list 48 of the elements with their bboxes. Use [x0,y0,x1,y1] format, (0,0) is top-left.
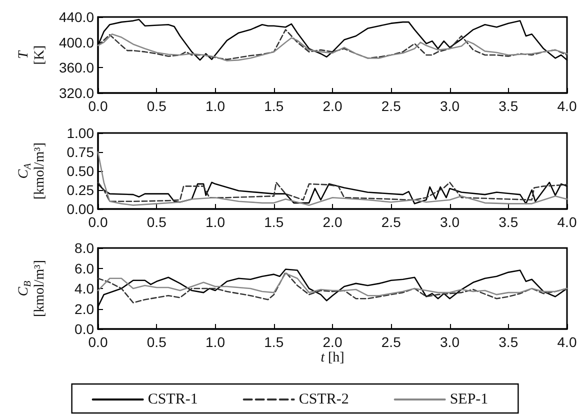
x-tick-label: 1.5 [264,334,284,350]
legend-label: SEP-1 [450,392,488,408]
x-tick-label: 1.0 [206,334,226,350]
x-tick-label: 3.5 [498,98,518,114]
x-tick-label: 1.0 [206,98,226,114]
x-tick-label: 0.0 [88,334,108,350]
y-tick-label: 0.75 [66,144,94,160]
y-tick-label: 8.0 [74,240,94,256]
x-tick-label: 4.0 [557,334,577,350]
x-tick-label: 0.5 [146,334,167,350]
x-tick-label: 4.0 [557,214,577,230]
x-tick-label: 2.0 [322,98,342,114]
y-tick-label: 0.50 [66,163,94,179]
y-axis-title: T [K] [16,45,48,65]
x-axis-title: t [h] [320,350,344,366]
x-tick-label: 2.0 [322,214,342,230]
x-tick-label: 1.0 [206,214,226,230]
x-tick-label: 0.0 [88,214,108,230]
y-tick-label: 4.0 [74,280,94,296]
x-tick-label: 2.0 [322,334,342,350]
legend-label: CSTR-2 [298,392,349,408]
line-series [97,272,568,296]
line-series [97,151,568,206]
x-tick-label: 3.5 [498,214,518,230]
legend-label: CSTR-1 [148,392,198,408]
y-tick-label: 0.0 [74,321,94,337]
y-tick-label: 6.0 [74,260,94,276]
y-tick-label: 0.25 [66,182,94,198]
x-tick-label: 3.0 [440,334,460,350]
x-tick-label: 4.0 [557,98,577,114]
y-tick-label: 1.00 [66,125,94,141]
y-tick-label: 440.0 [58,9,94,25]
x-tick-label: 3.5 [498,334,518,350]
y-tick-label: 320.0 [58,85,94,101]
y-tick-label: 2.0 [74,300,94,317]
x-tick-label: 0.0 [88,98,108,114]
x-tick-label: 3.0 [440,98,460,114]
y-tick-label: 360.0 [58,60,94,76]
x-tick-label: 1.5 [264,98,284,114]
y-tick-label: 0.00 [66,201,94,217]
x-tick-label: 1.5 [264,214,284,230]
x-tick-label: 2.5 [381,98,402,114]
y-tick-label: 400.0 [58,34,94,50]
x-tick-label: 2.5 [381,334,402,350]
x-tick-label: 2.5 [381,214,402,230]
x-tick-label: 0.5 [146,98,167,114]
x-tick-label: 3.0 [440,214,460,230]
x-tick-label: 0.5 [146,214,167,230]
